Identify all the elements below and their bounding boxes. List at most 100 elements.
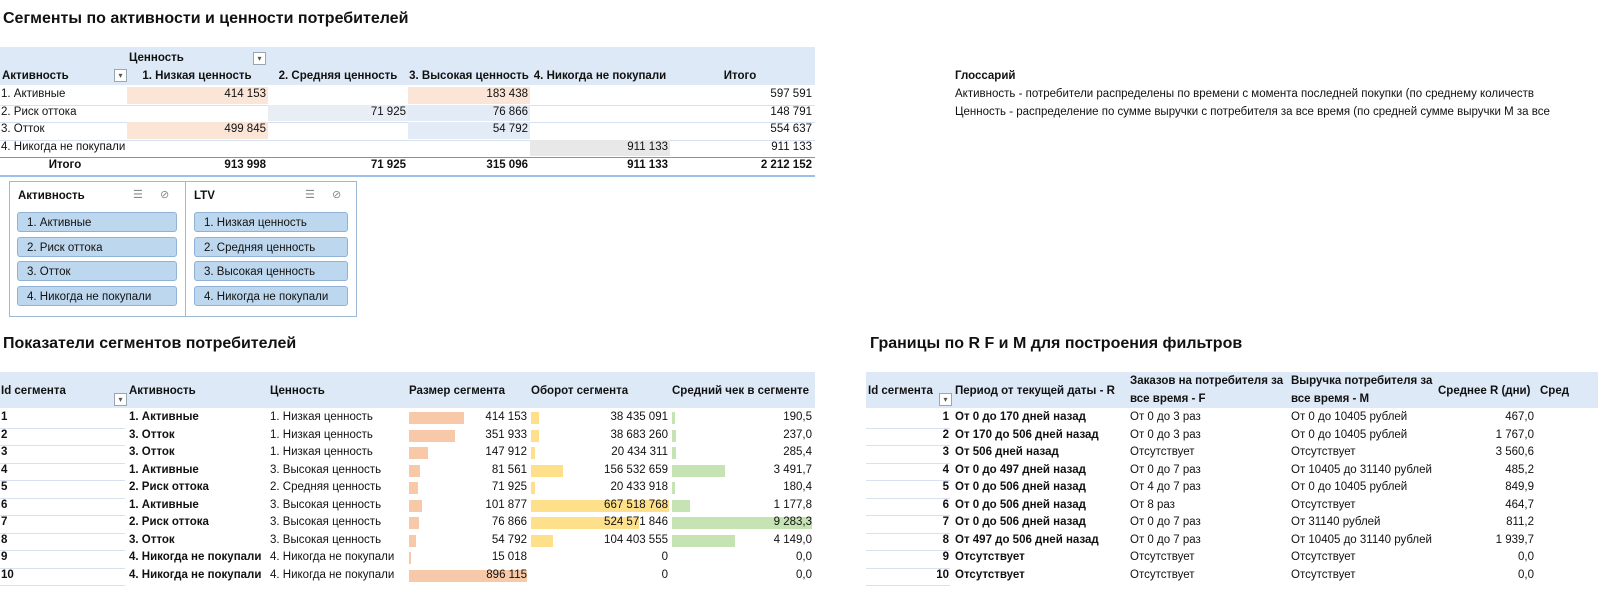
table-row (0, 480, 125, 499)
glossary-line-activity: Активность - потребители распределены по… (955, 88, 1535, 100)
bound-id: 5 (942, 481, 949, 493)
multiselect-icon[interactable]: ☰ (305, 189, 315, 201)
table-row (866, 445, 950, 464)
bound-f: От 0 до 3 раз (1130, 428, 1201, 441)
slicer-item-churn[interactable]: 3. Отток (17, 261, 177, 281)
bound-r: Отсутствует (955, 551, 1025, 563)
pivot-cell: 148 791 (770, 105, 812, 118)
segment-activity: 1. Активные (129, 463, 199, 476)
bnd-id-filter-button[interactable]: ▾ (939, 393, 952, 406)
pivot-total-label: Итого (48, 159, 82, 171)
bound-avg-r: 1 939,7 (1495, 533, 1534, 546)
heatmap-cell (530, 139, 670, 156)
bound-f: От 4 до 7 раз (1130, 481, 1201, 493)
bnd-col-avg-r: Среднее R (дни) (1438, 385, 1531, 397)
segment-id: 6 (1, 498, 8, 511)
pivot-total-cell: 2 212 152 (760, 159, 812, 171)
slicer-ltv[interactable]: LTV ☰ ⊘ 1. Низкая ценность 2. Средняя це… (185, 181, 357, 317)
bound-id: 2 (942, 428, 949, 441)
segment-turnover: 0 (661, 551, 668, 563)
row-filter-button[interactable]: ▾ (114, 69, 127, 82)
table-row (0, 533, 125, 551)
segment-turnover: 104 403 555 (604, 533, 668, 546)
segment-size: 81 561 (491, 463, 527, 476)
segment-value: 3. Высокая ценность (270, 498, 382, 511)
segment-value: 1. Низкая ценность (270, 446, 373, 458)
table-row (866, 533, 950, 551)
clear-filter-icon[interactable]: ⊘ (160, 189, 170, 201)
bnd-col-id: Id сегмента (868, 385, 933, 397)
slicer-item-low-value[interactable]: 1. Низкая ценность (194, 212, 348, 232)
bound-f: Отсутствует (1130, 446, 1195, 458)
table-row (0, 568, 125, 586)
segment-size: 351 933 (485, 428, 527, 441)
slicer-item-high-value[interactable]: 3. Высокая ценность (194, 261, 348, 281)
segment-value: 3. Высокая ценность (270, 533, 382, 546)
segment-id: 9 (1, 551, 8, 563)
bound-id: 8 (942, 533, 949, 546)
col-filter-button[interactable]: ▾ (253, 52, 266, 65)
size-databar (409, 412, 464, 424)
heatmap-cell (127, 87, 268, 104)
segment-activity: 1. Активные (129, 498, 199, 511)
segment-activity: 2. Риск оттока (129, 516, 209, 528)
table-row (0, 428, 125, 446)
segment-size: 414 153 (485, 411, 527, 423)
segment-size: 15 018 (491, 551, 527, 563)
slicer-item-never-bought[interactable]: 4. Никогда не покупали (194, 286, 348, 306)
table-row (0, 550, 125, 569)
segment-size: 54 792 (491, 533, 527, 546)
bound-r: От 0 до 497 дней назад (955, 463, 1086, 476)
seg-col-avg-check: Средний чек в сегменте (672, 385, 810, 397)
bound-id: 9 (942, 551, 949, 563)
segment-size: 896 115 (486, 568, 527, 581)
pivot-cell: 76 866 (492, 105, 528, 118)
pivot-col-header: 4. Никогда не покупали (533, 70, 667, 82)
slicer-item-medium-value[interactable]: 2. Средняя ценность (194, 237, 348, 257)
table-row (866, 498, 950, 516)
multiselect-icon[interactable]: ☰ (133, 189, 143, 201)
seg-id-filter-button[interactable]: ▾ (114, 393, 127, 406)
pivot-col-group-label: Ценность (129, 52, 184, 64)
segment-avg-check: 9 283,3 (773, 516, 812, 528)
bound-m: От 31140 рублей (1291, 516, 1381, 528)
turnover-databar (531, 447, 536, 459)
pivot-total-cell: 913 998 (224, 159, 266, 171)
seg-col-id: Id сегмента (1, 385, 66, 397)
bnd-col-f-line2: все время - F (1130, 393, 1206, 405)
slicer-activity[interactable]: Активность ☰ ⊘ 1. Активные 2. Риск отток… (9, 181, 187, 317)
segment-activity: 4. Никогда не покупали (129, 568, 262, 581)
bound-avg-r: 485,2 (1505, 463, 1534, 476)
bound-m: Отсутствует (1291, 446, 1356, 458)
slicer-item-churn-risk[interactable]: 2. Риск оттока (17, 237, 177, 257)
segment-avg-check: 4 149,0 (773, 533, 812, 546)
segment-avg-check: 0,0 (796, 568, 812, 581)
pivot-row-header: Активность (2, 70, 69, 82)
slicer-activity-title: Активность (18, 190, 85, 202)
size-databar (409, 534, 417, 547)
segment-size: 147 912 (485, 446, 527, 458)
pivot-cell: 54 792 (492, 123, 528, 135)
segment-id: 4 (1, 463, 8, 476)
slicer-item-never-bought[interactable]: 4. Никогда не покупали (17, 286, 177, 306)
segment-turnover: 20 433 918 (610, 481, 668, 493)
pivot-total-cell: 71 925 (370, 159, 406, 171)
pivot-row-label: 2. Риск оттока (1, 105, 77, 118)
segment-value: 3. Высокая ценность (270, 463, 382, 476)
seg-col-activity: Активность (129, 385, 196, 397)
clear-filter-icon[interactable]: ⊘ (332, 189, 342, 201)
size-databar (409, 482, 419, 494)
segment-activity: 1. Активные (129, 411, 199, 423)
bound-f: Отсутствует (1130, 568, 1195, 581)
segment-avg-check: 285,4 (783, 446, 812, 458)
pivot-row (0, 105, 815, 123)
heatmap-cell (268, 104, 408, 121)
bound-r: От 0 до 170 дней назад (955, 411, 1086, 423)
pivot-cell: 414 153 (224, 88, 266, 100)
segment-turnover: 667 518 768 (604, 498, 668, 511)
bound-m: От 0 до 10405 рублей (1291, 411, 1408, 423)
segment-avg-check: 180,4 (783, 481, 812, 493)
slicer-item-active[interactable]: 1. Активные (17, 212, 177, 232)
bnd-col-f-line1: Заказов на потребителя за (1130, 375, 1284, 387)
pivot-total-cell: 315 096 (486, 159, 528, 171)
